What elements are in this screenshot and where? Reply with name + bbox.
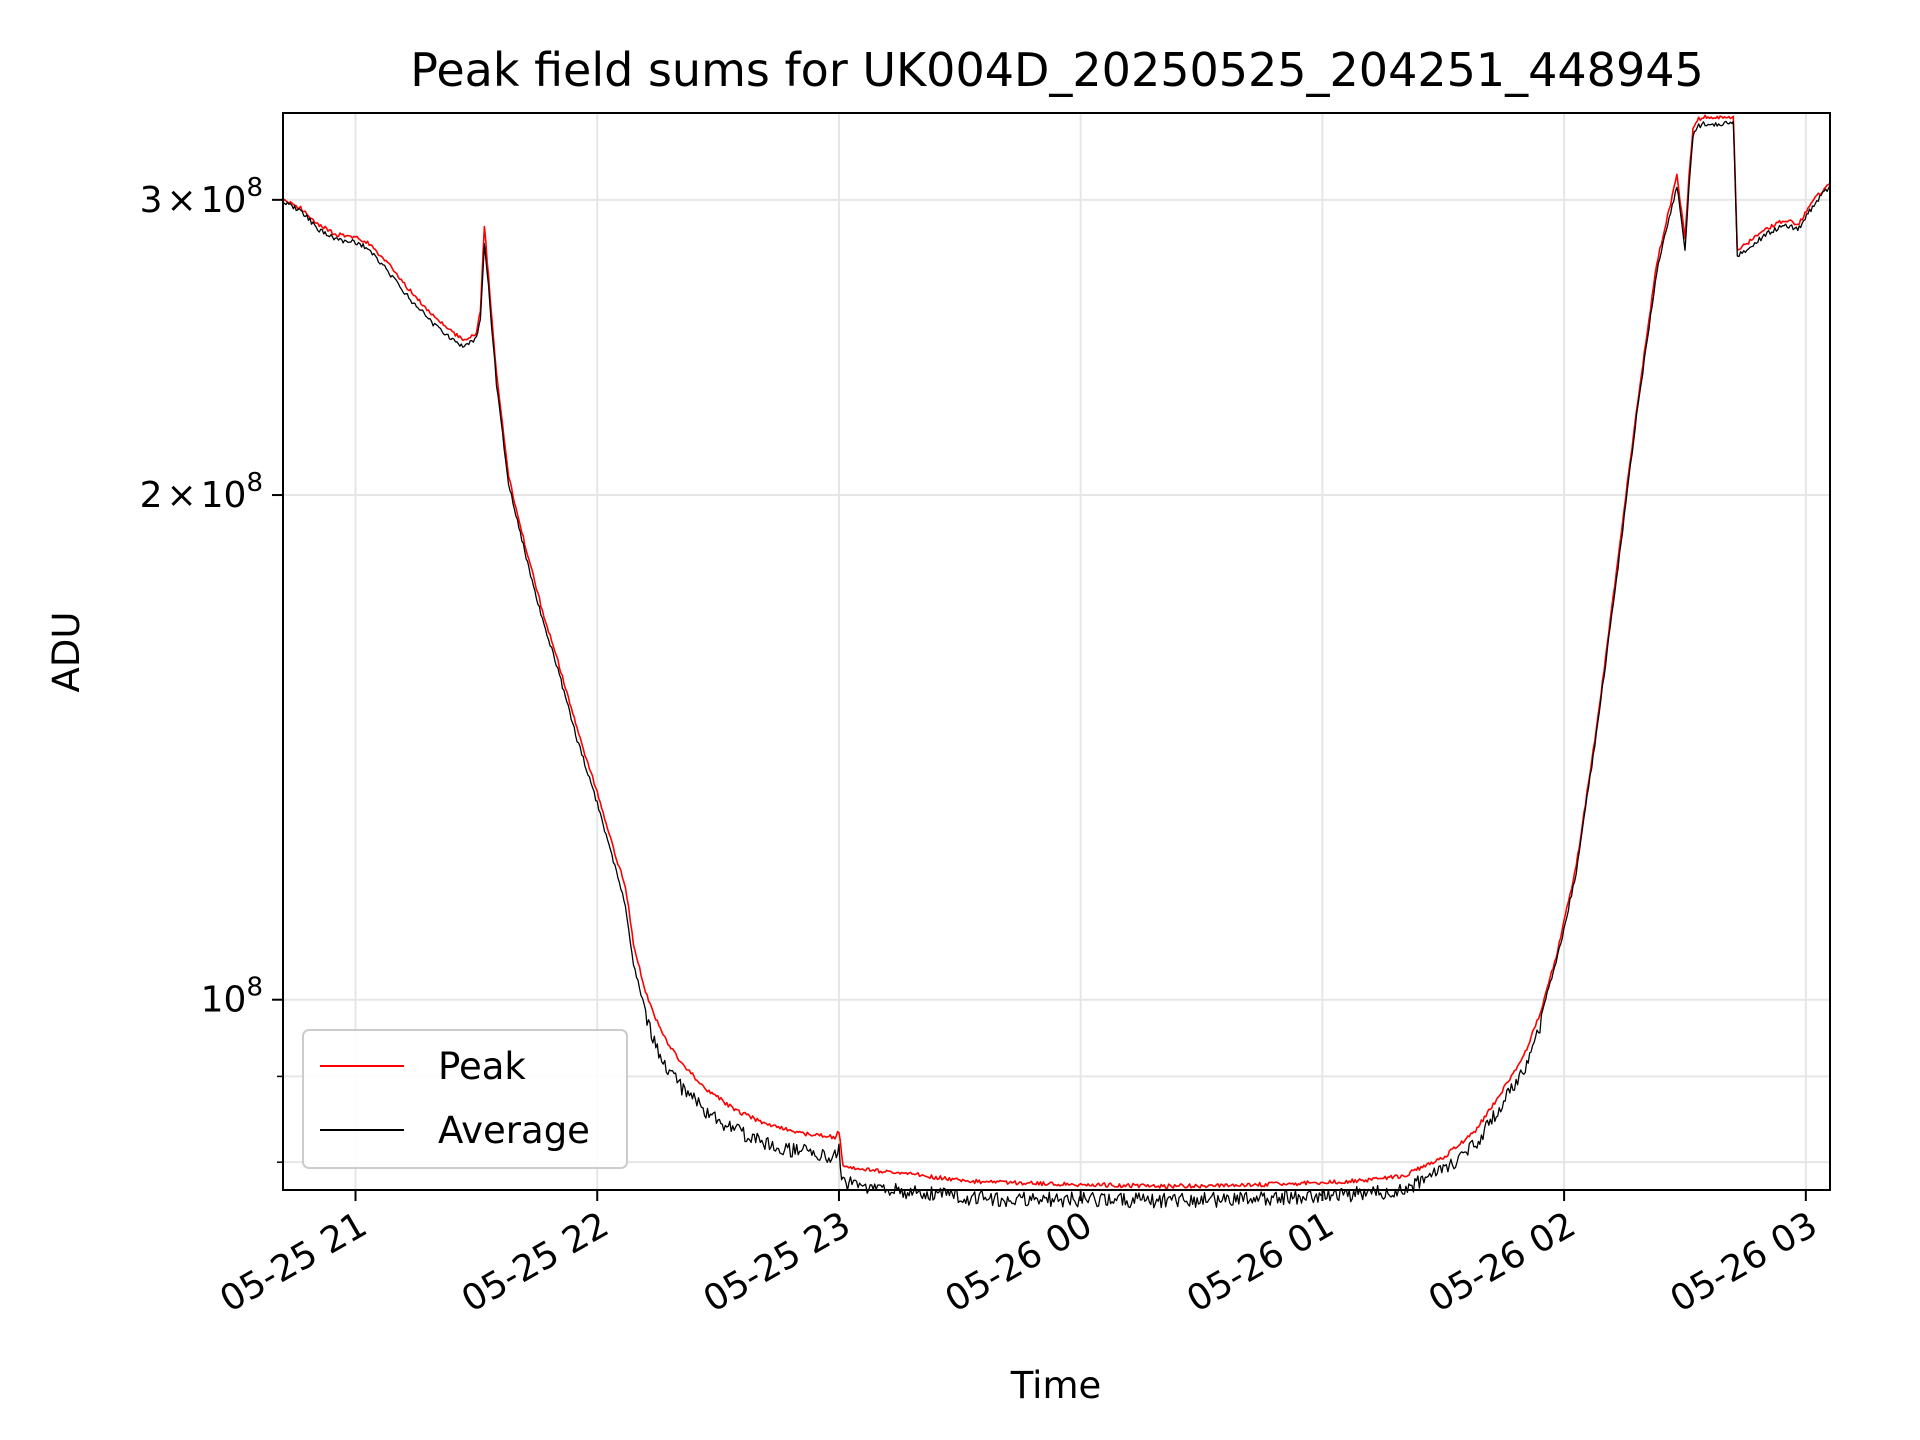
y-tick-base: 10 xyxy=(201,180,247,221)
y-tick-label: 3 × 108 xyxy=(140,173,263,221)
y-tick-label: 108 xyxy=(201,973,263,1021)
chart-title: Peak field sums for UK004D_20250525_2042… xyxy=(410,43,1704,97)
legend-box xyxy=(302,1029,628,1169)
y-tick-exponent: 8 xyxy=(246,973,263,1003)
y-tick-exponent: 8 xyxy=(246,173,263,203)
y-tick-exponent: 8 xyxy=(246,468,263,498)
y-axis-label: ADU xyxy=(45,612,88,693)
series-line-average xyxy=(282,120,1831,1209)
plot-frame xyxy=(282,112,1831,1191)
legend-label-peak: Peak xyxy=(438,1045,526,1088)
y-tick-base: 10 xyxy=(201,475,247,516)
y-tick-label: 2 × 108 xyxy=(140,468,263,516)
legend-label-average: Average xyxy=(438,1109,590,1152)
y-tick-mantissa: 3 xyxy=(140,180,163,221)
legend: Peak Average xyxy=(302,1029,628,1169)
x-axis-label: Time xyxy=(1010,1364,1102,1407)
y-tick-base: 10 xyxy=(201,980,247,1021)
y-tick-times: × xyxy=(166,475,196,516)
series-line-peak xyxy=(282,114,1831,1189)
y-tick-mantissa: 2 xyxy=(140,475,163,516)
series-layer xyxy=(282,114,1831,1209)
y-tick-times: × xyxy=(166,180,196,221)
